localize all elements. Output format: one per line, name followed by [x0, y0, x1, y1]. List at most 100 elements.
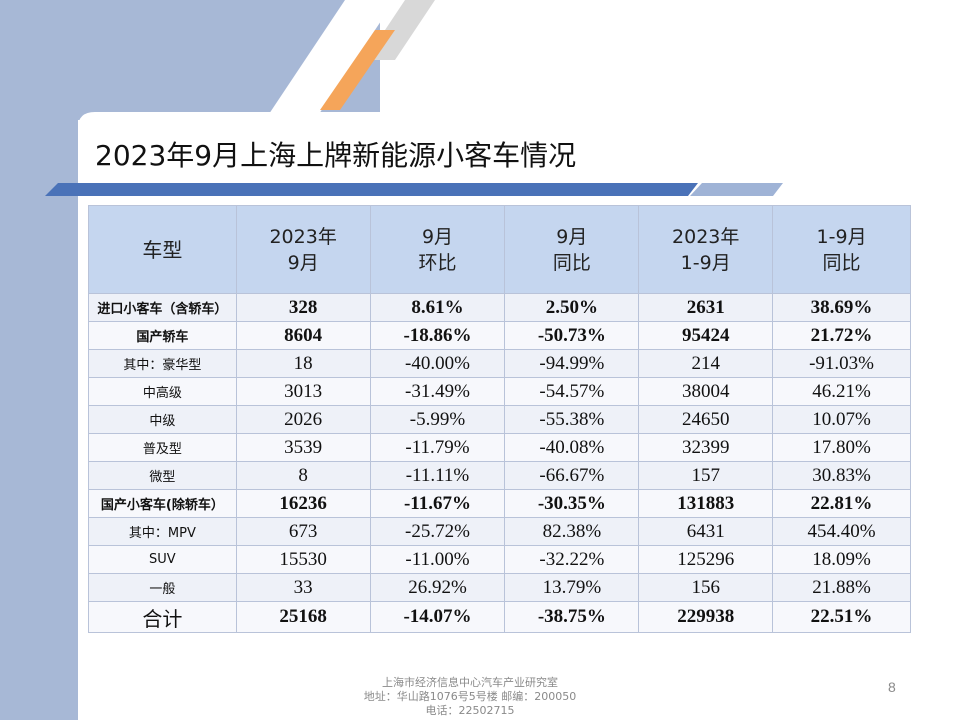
table-row: 其中：豪华型 18 -40.00% -94.99% 214 -91.03% [88, 349, 911, 378]
header-cell: 9月 同比 [504, 205, 640, 294]
table-cell: -94.99% [504, 349, 640, 378]
table-cell: 13.79% [504, 573, 640, 602]
header-cell: 2023年 9月 [235, 205, 371, 294]
row-label: 合计 [88, 601, 237, 633]
table-cell: 38004 [638, 377, 774, 406]
table-cell: 21.72% [772, 321, 911, 350]
table-cell: -54.57% [504, 377, 640, 406]
content-panel [78, 112, 960, 200]
table-row: 合计 25168 -14.07% -38.75% 229938 22.51% [88, 601, 911, 633]
table-cell: -66.67% [504, 461, 640, 490]
table-cell: -11.00% [369, 545, 506, 574]
footer-address: 地址：华山路1076号5号楼 邮编：200050 [363, 690, 577, 703]
table-cell: 17.80% [772, 433, 911, 462]
table-cell: 673 [235, 517, 371, 546]
header-cell: 9月 环比 [369, 205, 506, 294]
table-cell: 2631 [638, 293, 774, 322]
header-cell: 车型 [88, 205, 237, 294]
table-cell: 229938 [638, 601, 774, 633]
table-cell: -11.11% [369, 461, 506, 490]
table-cell: 32399 [638, 433, 774, 462]
table-cell: 10.07% [772, 405, 911, 434]
table-cell: 22.81% [772, 489, 911, 518]
row-label: 其中：MPV [88, 517, 237, 546]
table-cell: 8 [235, 461, 371, 490]
table-cell: -30.35% [504, 489, 640, 518]
slide-title: 2023年9月上海上牌新能源小客车情况 [95, 139, 577, 172]
table-cell: 22.51% [772, 601, 911, 633]
table-cell: 214 [638, 349, 774, 378]
row-label: 国产轿车 [88, 321, 237, 350]
table-body: 进口小客车（含轿车） 328 8.61% 2.50% 2631 38.69% 国产轿车 860… [88, 293, 911, 633]
table-cell: -14.07% [369, 601, 506, 633]
data-table: 车型 2023年 9月 9月 环比 9月 同比 2023年 1-9月 1-9月 同比 进口… [88, 205, 911, 633]
table-cell: 38.69% [772, 293, 911, 322]
white-diagonal-stripe [265, 0, 395, 120]
table-cell: 6431 [638, 517, 774, 546]
row-label: 其中：豪华型 [88, 349, 237, 378]
table-cell: -18.86% [369, 321, 506, 350]
table-cell: -32.22% [504, 545, 640, 574]
table-cell: 2026 [235, 405, 371, 434]
footer: 上海市经济信息中心汽车产业研究室 地址：华山路1076号5号楼 邮编：20005… [330, 676, 610, 718]
table-cell: 25168 [235, 601, 371, 633]
table-row: 中高级 3013 -31.49% -54.57% 38004 46.21% [88, 377, 911, 406]
table-cell: 125296 [638, 545, 774, 574]
table-row: 国产小客车(除轿车） 16236 -11.67% -30.35% 131883 22.81… [88, 489, 911, 518]
table-cell: -5.99% [369, 405, 506, 434]
table-cell: 156 [638, 573, 774, 602]
table-cell: 3539 [235, 433, 371, 462]
table-cell: 157 [638, 461, 774, 490]
row-label: SUV [88, 545, 237, 574]
table-cell: -11.67% [369, 489, 506, 518]
table-cell: 46.21% [772, 377, 911, 406]
table-cell: 3013 [235, 377, 371, 406]
table-cell: 16236 [235, 489, 371, 518]
table-cell: -91.03% [772, 349, 911, 378]
page-number: 8 [888, 679, 896, 695]
table-cell: 8604 [235, 321, 371, 350]
table-cell: -38.75% [504, 601, 640, 633]
table-cell: -55.38% [504, 405, 640, 434]
row-label: 普及型 [88, 433, 237, 462]
row-label: 中级 [88, 405, 237, 434]
light-blue-underline-bar [690, 183, 783, 196]
table-row: 国产轿车 8604 -18.86% -50.73% 95424 21.72% [88, 321, 911, 350]
table-cell: -40.08% [504, 433, 640, 462]
table-cell: 18 [235, 349, 371, 378]
table-cell: -31.49% [369, 377, 506, 406]
orange-diagonal-stripe [320, 30, 395, 110]
table-cell: 26.92% [369, 573, 506, 602]
table-cell: 24650 [638, 405, 774, 434]
header-row: 车型 2023年 9月 9月 环比 9月 同比 2023年 1-9月 1-9月 同比 [88, 205, 911, 294]
table-row: 进口小客车（含轿车） 328 8.61% 2.50% 2631 38.69% [88, 293, 911, 322]
table-row: 微型 8 -11.11% -66.67% 157 30.83% [88, 461, 911, 490]
table-cell: 21.88% [772, 573, 911, 602]
left-decor-band [0, 0, 78, 720]
table-cell: 15530 [235, 545, 371, 574]
table-cell: -50.73% [504, 321, 640, 350]
table-cell: 33 [235, 573, 371, 602]
decorative-stripes [45, 0, 960, 200]
table-cell: -11.79% [369, 433, 506, 462]
table-cell: 82.38% [504, 517, 640, 546]
table-cell: 8.61% [369, 293, 506, 322]
row-label: 国产小客车(除轿车） [88, 489, 237, 518]
table-row: 一般 33 26.92% 13.79% 156 21.88% [88, 573, 911, 602]
table-cell: 18.09% [772, 545, 911, 574]
header-cell: 1-9月 同比 [772, 205, 911, 294]
header-cell: 2023年 1-9月 [638, 205, 774, 294]
table-cell: -25.72% [369, 517, 506, 546]
row-label: 中高级 [88, 377, 237, 406]
table-cell: 95424 [638, 321, 774, 350]
row-label: 进口小客车（含轿车） [88, 293, 237, 322]
table-cell: 2.50% [504, 293, 640, 322]
row-label: 微型 [88, 461, 237, 490]
table-header: 车型 2023年 9月 9月 环比 9月 同比 2023年 1-9月 1-9月 同比 [88, 205, 911, 294]
table-cell: 454.40% [772, 517, 911, 546]
row-label: 一般 [88, 573, 237, 602]
table-cell: 131883 [638, 489, 774, 518]
blue-underline-bar [45, 183, 698, 196]
footer-phone: 电话：22502715 [425, 704, 515, 717]
table-row: SUV 15530 -11.00% -32.22% 125296 18.09% [88, 545, 911, 574]
